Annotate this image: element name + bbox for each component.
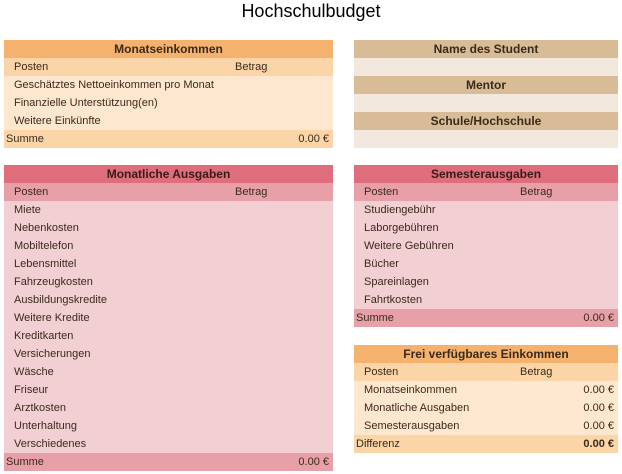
semester-row-label: Fahrtkosten bbox=[364, 294, 423, 306]
disposable-rows: Monatseinkommen 0.00 € Monatliche Ausgab… bbox=[354, 381, 618, 435]
expenses-sum-value: 0.00 € bbox=[298, 456, 329, 468]
expenses-row[interactable]: Weitere Kredite bbox=[4, 309, 333, 327]
disposable-row-label: Monatseinkommen bbox=[364, 384, 457, 396]
disposable-col-item: Posten bbox=[364, 366, 399, 378]
income-rows: Geschätztes Nettoeinkommen pro Monat Fin… bbox=[4, 76, 333, 130]
expenses-row-label: Friseur bbox=[14, 384, 49, 396]
semester-sum-value: 0.00 € bbox=[583, 312, 614, 324]
expenses-row[interactable]: Fahrzeugkosten bbox=[4, 273, 333, 291]
mentor-label: Mentor bbox=[354, 76, 618, 94]
income-sum-row: Summe 0.00 € bbox=[4, 130, 333, 148]
disposable-income-table: Frei verfügbares Einkommen Posten Betrag… bbox=[354, 345, 618, 453]
page-title: Hochschulbudget bbox=[241, 1, 381, 21]
semester-row-label: Weitere Gebühren bbox=[364, 240, 454, 252]
expenses-row[interactable]: Friseur bbox=[4, 381, 333, 399]
semester-rows: Studiengebühr Laborgebühren Weitere Gebü… bbox=[354, 201, 618, 309]
school-field[interactable] bbox=[354, 130, 618, 148]
income-column-header: Posten Betrag bbox=[4, 58, 333, 76]
expenses-row-label: Kreditkarten bbox=[14, 330, 74, 342]
semester-row[interactable]: Spareinlagen bbox=[354, 273, 618, 291]
expenses-rows: Miete Nebenkosten Mobiltelefon Lebensmit… bbox=[4, 201, 333, 453]
expenses-row[interactable]: Nebenkosten bbox=[4, 219, 333, 237]
disposable-header: Frei verfügbares Einkommen bbox=[354, 345, 618, 363]
income-sum-value: 0.00 € bbox=[298, 133, 329, 145]
expenses-row[interactable]: Ausbildungskredite bbox=[4, 291, 333, 309]
semester-col-amount: Betrag bbox=[520, 186, 553, 198]
expenses-row-label: Ausbildungskredite bbox=[14, 294, 107, 306]
student-info: Name des Student Mentor Schule/Hochschul… bbox=[354, 40, 618, 148]
disposable-row-label: Monatliche Ausgaben bbox=[364, 402, 470, 414]
semester-row-label: Laborgebühren bbox=[364, 222, 439, 234]
disposable-row: Semesterausgaben 0.00 € bbox=[354, 417, 618, 435]
income-row[interactable]: Weitere Einkünfte bbox=[4, 112, 333, 130]
semester-row-label: Spareinlagen bbox=[364, 276, 429, 288]
disposable-diff-value: 0.00 € bbox=[583, 438, 614, 450]
expenses-row[interactable]: Verschiedenes bbox=[4, 435, 333, 453]
expenses-row-label: Wäsche bbox=[14, 366, 54, 378]
expenses-row[interactable]: Arztkosten bbox=[4, 399, 333, 417]
semester-row[interactable]: Studiengebühr bbox=[354, 201, 618, 219]
income-sum-label: Summe bbox=[6, 133, 44, 145]
expenses-row[interactable]: Kreditkarten bbox=[4, 327, 333, 345]
disposable-column-header: Posten Betrag bbox=[354, 363, 618, 381]
expenses-row[interactable]: Lebensmittel bbox=[4, 255, 333, 273]
income-row[interactable]: Finanzielle Unterstützung(en) bbox=[4, 94, 333, 112]
income-row-label: Geschätztes Nettoeinkommen pro Monat bbox=[14, 79, 214, 91]
semester-row[interactable]: Weitere Gebühren bbox=[354, 237, 618, 255]
expenses-row-label: Verschiedenes bbox=[14, 438, 87, 450]
expenses-sum-row: Summe 0.00 € bbox=[4, 453, 333, 471]
income-col-amount: Betrag bbox=[235, 61, 268, 73]
income-col-item: Posten bbox=[14, 61, 49, 73]
expenses-row-label: Lebensmittel bbox=[14, 258, 77, 270]
disposable-row: Monatseinkommen 0.00 € bbox=[354, 381, 618, 399]
semester-table: Semesterausgaben Posten Betrag Studienge… bbox=[354, 165, 618, 327]
expenses-row-label: Weitere Kredite bbox=[14, 312, 90, 324]
expenses-row[interactable]: Wäsche bbox=[4, 363, 333, 381]
expenses-row[interactable]: Versicherungen bbox=[4, 345, 333, 363]
expenses-sum-label: Summe bbox=[6, 456, 44, 468]
expenses-row-label: Mobiltelefon bbox=[14, 240, 74, 252]
disposable-row-value: 0.00 € bbox=[583, 384, 614, 396]
expenses-row-label: Fahrzeugkosten bbox=[14, 276, 93, 288]
disposable-row-value: 0.00 € bbox=[583, 402, 614, 414]
expenses-table: Monatliche Ausgaben Posten Betrag Miete … bbox=[4, 165, 333, 471]
income-table: Monatseinkommen Posten Betrag Geschätzte… bbox=[4, 40, 333, 148]
semester-row[interactable]: Bücher bbox=[354, 255, 618, 273]
student-name-field[interactable] bbox=[354, 58, 618, 76]
disposable-col-amount: Betrag bbox=[520, 366, 553, 378]
semester-row-label: Bücher bbox=[364, 258, 399, 270]
expenses-row-label: Arztkosten bbox=[14, 402, 66, 414]
disposable-row-value: 0.00 € bbox=[583, 420, 614, 432]
expenses-col-amount: Betrag bbox=[235, 186, 268, 198]
disposable-diff-row: Differenz 0.00 € bbox=[354, 435, 618, 453]
semester-row-label: Studiengebühr bbox=[364, 204, 436, 216]
student-name-label: Name des Student bbox=[354, 40, 618, 58]
disposable-row-label: Semesterausgaben bbox=[364, 420, 460, 432]
expenses-row-label: Nebenkosten bbox=[14, 222, 79, 234]
income-row-label: Finanzielle Unterstützung(en) bbox=[14, 97, 158, 109]
mentor-field[interactable] bbox=[354, 94, 618, 112]
expenses-col-item: Posten bbox=[14, 186, 49, 198]
expenses-row-label: Versicherungen bbox=[14, 348, 91, 360]
semester-sum-label: Summe bbox=[356, 312, 394, 324]
income-row[interactable]: Geschätztes Nettoeinkommen pro Monat bbox=[4, 76, 333, 94]
expenses-row-label: Miete bbox=[14, 204, 41, 216]
semester-row[interactable]: Laborgebühren bbox=[354, 219, 618, 237]
income-header: Monatseinkommen bbox=[4, 40, 333, 58]
semester-header: Semesterausgaben bbox=[354, 165, 618, 183]
expenses-row[interactable]: Mobiltelefon bbox=[4, 237, 333, 255]
semester-column-header: Posten Betrag bbox=[354, 183, 618, 201]
disposable-diff-label: Differenz bbox=[356, 438, 400, 450]
expenses-column-header: Posten Betrag bbox=[4, 183, 333, 201]
expenses-header: Monatliche Ausgaben bbox=[4, 165, 333, 183]
semester-sum-row: Summe 0.00 € bbox=[354, 309, 618, 327]
expenses-row-label: Unterhaltung bbox=[14, 420, 77, 432]
expenses-row[interactable]: Unterhaltung bbox=[4, 417, 333, 435]
disposable-row: Monatliche Ausgaben 0.00 € bbox=[354, 399, 618, 417]
semester-row[interactable]: Fahrtkosten bbox=[354, 291, 618, 309]
school-label: Schule/Hochschule bbox=[354, 112, 618, 130]
income-row-label: Weitere Einkünfte bbox=[14, 115, 101, 127]
semester-col-item: Posten bbox=[364, 186, 399, 198]
expenses-row[interactable]: Miete bbox=[4, 201, 333, 219]
